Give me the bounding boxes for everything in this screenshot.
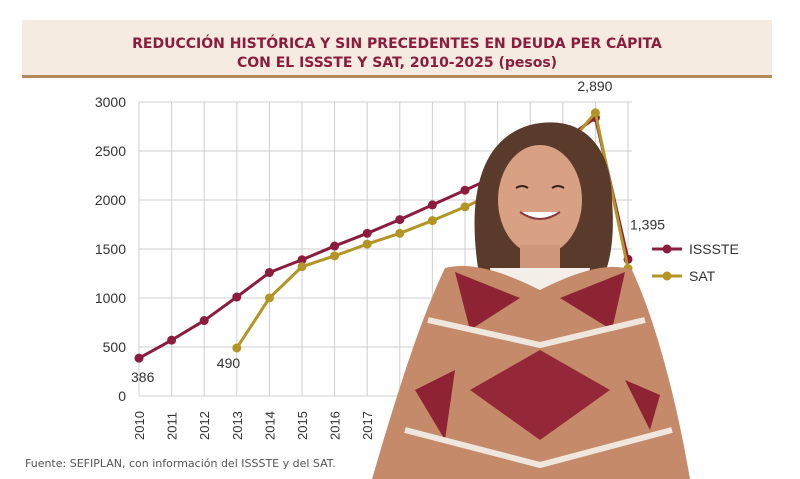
data-point-sat [264, 293, 274, 303]
data-point-issste [297, 255, 307, 265]
eye-shape [551, 185, 565, 189]
poncho-stitch [404, 427, 673, 469]
poncho-patch [455, 272, 520, 330]
x-tick-label: 2015 [295, 411, 310, 440]
x-tick-label: 2010 [132, 411, 147, 440]
poncho-patch [415, 370, 455, 440]
x-tick-label: 2011 [165, 412, 180, 440]
data-label: 2,890 [577, 78, 612, 94]
data-point-issste [395, 215, 405, 225]
y-tick-label: 0 [118, 388, 126, 404]
data-point-sat [427, 216, 437, 226]
x-tick-label: 2017 [360, 411, 375, 440]
eye-shape [515, 185, 529, 189]
poncho-patch [625, 380, 660, 430]
y-tick-label: 1000 [95, 290, 126, 306]
legend-label: SAT [689, 268, 716, 284]
data-point-sat [590, 108, 600, 118]
title-banner: REDUCCIÓN HISTÓRICA Y SIN PRECEDENTES EN… [22, 20, 772, 78]
poncho-stitch [427, 317, 646, 349]
legend-swatch-marker [662, 271, 672, 281]
data-point-issste [264, 268, 274, 278]
y-tick-label: 2000 [95, 192, 126, 208]
data-point-issste [232, 292, 242, 302]
data-point-issste [460, 185, 470, 195]
data-point-sat [330, 251, 340, 261]
poncho-patch [470, 350, 610, 440]
face-shape [498, 145, 582, 255]
x-tick-label: 2014 [262, 411, 277, 440]
x-tick-label: 2016 [328, 411, 343, 440]
data-point-sat [297, 262, 307, 272]
source-note: Fuente: SEFIPLAN, con información del IS… [25, 457, 336, 470]
data-point-sat [395, 228, 405, 238]
chart-title-line-1: REDUCCIÓN HISTÓRICA Y SIN PRECEDENTES EN… [132, 36, 662, 52]
y-tick-label: 2500 [95, 143, 126, 159]
y-tick-label: 1500 [95, 241, 126, 257]
smile-shape [519, 211, 561, 220]
data-point-sat [460, 202, 470, 212]
data-point-issste [199, 316, 209, 326]
data-point-issste [134, 353, 144, 363]
chart-title-line-2: CON EL ISSSTE Y SAT, 2010-2025 (pesos) [236, 55, 558, 71]
data-point-sat [232, 343, 242, 353]
data-point-issste [362, 228, 372, 238]
x-tick-label: 2012 [197, 411, 212, 440]
data-point-sat [362, 239, 372, 249]
data-point-issste [167, 335, 177, 345]
data-label: 490 [217, 355, 241, 371]
data-label: 1,395 [630, 216, 665, 232]
data-label: 386 [131, 369, 155, 385]
legend-swatch-marker [662, 244, 672, 254]
legend-label: ISSSTE [689, 241, 739, 257]
x-tick-label: 2013 [230, 411, 245, 440]
poncho-patch [560, 272, 625, 330]
data-point-issste [330, 241, 340, 251]
person-photo [372, 122, 690, 479]
y-tick-label: 500 [103, 339, 127, 355]
data-point-issste [427, 200, 437, 210]
y-tick-label: 3000 [95, 94, 126, 110]
